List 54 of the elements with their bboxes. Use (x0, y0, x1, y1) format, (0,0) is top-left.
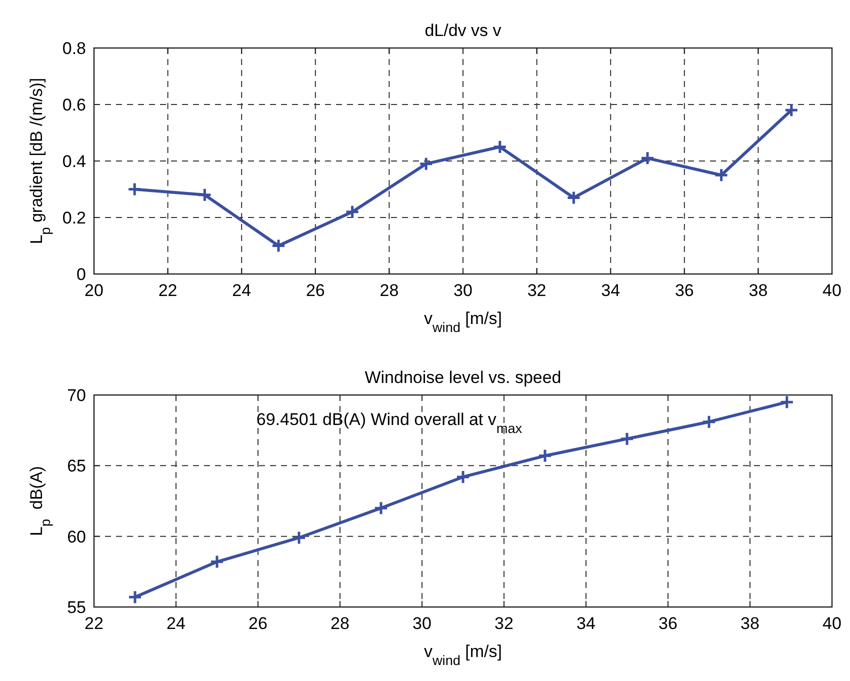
annotation: 69.4501 dB(A) Wind overall at v$_{max}$ (256, 410, 522, 436)
point (418, 156, 434, 172)
x-tick-label: 28 (380, 281, 399, 300)
point (292, 530, 306, 545)
x-tick-label: 28 (330, 614, 350, 633)
x-tick-label: 34 (601, 281, 620, 300)
x-tick-label: 22 (84, 614, 104, 633)
point (538, 448, 552, 464)
point (702, 414, 716, 430)
x-tick-label: 24 (166, 614, 186, 633)
x-tick-label: 36 (658, 614, 678, 633)
point (271, 238, 286, 253)
point (714, 168, 729, 182)
y-tick-label: 0.4 (62, 152, 86, 171)
x-tick-label: 40 (822, 614, 842, 633)
y-tick-label: 70 (67, 386, 86, 405)
point (566, 190, 581, 205)
point (374, 500, 388, 516)
y-tick-label: 65 (67, 456, 86, 476)
x-axis-title: v$_{wind}$ [m/s] (424, 309, 502, 334)
x-tick-label: 22 (158, 281, 178, 300)
point (197, 188, 212, 202)
x-tick-label: 26 (248, 614, 268, 633)
x-tick-label: 30 (454, 281, 472, 300)
point (620, 432, 634, 446)
x-tick-label: 40 (822, 281, 842, 300)
point (210, 554, 224, 570)
x-tick-label: 26 (306, 281, 325, 300)
point (780, 394, 794, 410)
y-tick-label: 60 (67, 527, 86, 546)
y-tick-label: 0 (76, 265, 86, 284)
x-tick-label: 34 (576, 614, 596, 633)
point (345, 204, 360, 220)
x-tick-label: 38 (748, 281, 768, 300)
x-tick-label: 30 (412, 614, 432, 633)
x-tick-label: 24 (232, 281, 252, 300)
point (128, 590, 142, 604)
point (127, 182, 142, 196)
x-tick-label: 36 (674, 281, 694, 300)
y-tick-label: 0.6 (62, 96, 86, 114)
point (784, 102, 799, 118)
y-tick-label: 55 (67, 598, 86, 617)
point (640, 150, 655, 166)
point (456, 470, 470, 484)
x-tick-label: 32 (494, 614, 514, 633)
y-tick-label: 0.8 (62, 39, 86, 58)
x-tick-label: 38 (740, 614, 760, 633)
point (492, 140, 508, 154)
x-tick-label: 20 (84, 281, 104, 300)
chart-title: dL/dv vs v (424, 21, 502, 40)
y-tick-label: 0.2 (62, 208, 86, 228)
x-tick-label: 32 (527, 281, 546, 300)
x-axis-title: v$_{wind}$ [m/s] (424, 642, 502, 668)
chart-title: Windnoise level vs. speed (364, 368, 562, 387)
